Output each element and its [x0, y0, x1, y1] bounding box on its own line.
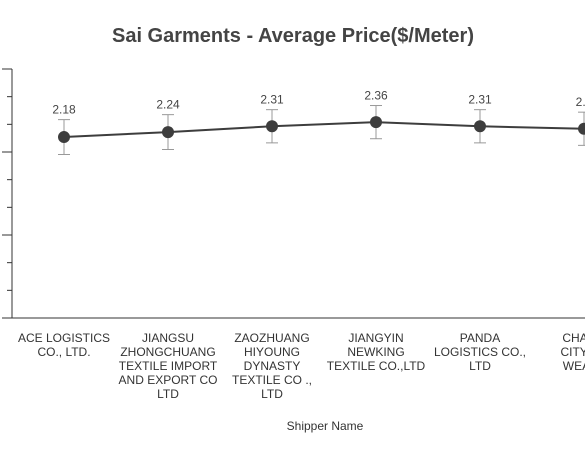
x-tick-label: PANDA LOGISTICS CO., LTD [434, 331, 526, 373]
data-label: 2.31 [260, 93, 284, 107]
x-tick-label: JIANGSU ZHONGCHUANG TEXTILE IMPORT AND EXPO… [119, 331, 218, 401]
line [63, 121, 585, 139]
data-label: 2.3 [576, 95, 585, 109]
data-label: 2.18 [52, 103, 76, 117]
marker [474, 120, 486, 133]
marker [58, 131, 70, 144]
data-label: 2.36 [364, 89, 388, 103]
data-label: 2.24 [156, 98, 180, 112]
marker [162, 126, 174, 139]
marker [578, 122, 585, 135]
x-tick-label: ZAOZHUANG HIYOUNG DYNASTY TEXTILE CO ., LTD [232, 331, 312, 401]
x-axis-label: Shipper Name [287, 419, 364, 433]
chart-title: Sai Garments - Average Price($/Meter) [112, 25, 474, 47]
x-tick-label: ACE LOGISTICS CO., LTD. [18, 331, 110, 359]
data-label: 2.31 [468, 93, 492, 107]
marker [370, 116, 382, 129]
marker [266, 120, 278, 133]
x-tick-label: JIANGYIN NEWKING TEXTILE CO.,LTD [327, 331, 426, 373]
x-tick-label: CHANGCITY HEWEAVE [560, 331, 585, 373]
